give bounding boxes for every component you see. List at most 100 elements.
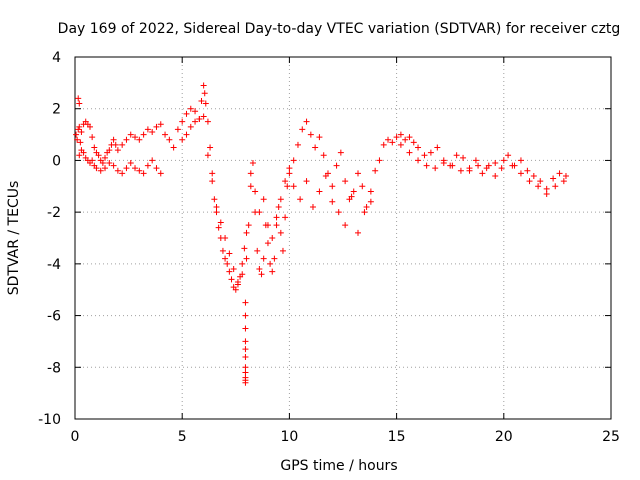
data-point	[543, 185, 550, 192]
data-point	[410, 139, 417, 146]
data-point	[372, 167, 379, 174]
data-point	[127, 131, 134, 138]
data-point	[550, 175, 557, 182]
data-point	[153, 123, 160, 130]
data-point	[144, 162, 151, 169]
data-point	[242, 369, 249, 376]
data-point	[423, 162, 430, 169]
data-point	[492, 160, 499, 167]
data-point	[275, 203, 282, 210]
data-point	[509, 162, 516, 169]
data-point	[230, 266, 237, 273]
data-point	[329, 198, 336, 205]
data-point	[483, 165, 490, 172]
data-point	[380, 141, 387, 148]
x-axis-label: GPS time / hours	[280, 458, 397, 474]
data-point	[322, 172, 329, 179]
data-point	[242, 299, 249, 306]
data-point	[303, 118, 310, 125]
data-point	[196, 116, 203, 123]
data-point	[183, 131, 190, 138]
data-series-sdtvar	[73, 82, 569, 386]
data-point	[75, 95, 82, 102]
data-point	[402, 136, 409, 143]
data-point	[242, 312, 249, 319]
data-point	[245, 222, 252, 229]
data-point	[421, 152, 428, 159]
data-point	[95, 152, 102, 159]
data-point	[204, 118, 211, 125]
data-point	[427, 149, 434, 156]
data-point	[284, 183, 291, 190]
axis-ticks: 0 5 10 15 20 25 -10 -8 -6 -4 -2 0 2 4	[38, 50, 620, 445]
data-point	[149, 128, 156, 135]
x-tick-label: 15	[388, 429, 406, 445]
data-point	[243, 229, 250, 236]
data-point	[80, 149, 87, 156]
data-point	[249, 160, 256, 167]
y-tick-label: -6	[47, 309, 61, 325]
data-point	[267, 260, 274, 267]
data-point	[479, 170, 486, 177]
data-point	[543, 191, 550, 198]
data-point	[187, 105, 194, 112]
data-point	[201, 90, 208, 97]
data-point	[290, 157, 297, 164]
data-point	[149, 157, 156, 164]
data-point	[224, 260, 231, 267]
data-point	[140, 131, 147, 138]
data-point	[363, 203, 370, 210]
data-point	[440, 160, 447, 167]
data-point	[112, 141, 119, 148]
data-point	[359, 183, 366, 190]
data-point	[498, 165, 505, 172]
data-point	[215, 224, 222, 231]
data-point	[228, 276, 235, 283]
data-point	[517, 157, 524, 164]
data-point	[219, 247, 226, 254]
data-point	[162, 131, 169, 138]
data-point	[277, 229, 284, 236]
data-point	[273, 222, 280, 229]
y-tick-label: -10	[38, 412, 61, 428]
data-point	[309, 203, 316, 210]
data-point	[348, 193, 355, 200]
data-point	[299, 126, 306, 133]
data-point	[232, 286, 239, 293]
y-tick-label: -4	[47, 257, 61, 273]
data-point	[535, 183, 542, 190]
data-point	[282, 178, 289, 185]
data-point	[226, 268, 233, 275]
data-point	[286, 170, 293, 177]
data-point	[93, 165, 100, 172]
y-axis-label: SDTVAR / TECUs	[6, 181, 22, 296]
data-point	[242, 338, 249, 345]
data-point	[153, 165, 160, 172]
grid-lines	[75, 57, 611, 419]
data-point	[303, 178, 310, 185]
data-point	[200, 82, 207, 89]
data-point	[123, 165, 130, 172]
data-point	[316, 188, 323, 195]
data-point	[355, 229, 362, 236]
data-point	[556, 170, 563, 177]
data-point	[355, 170, 362, 177]
data-point	[192, 108, 199, 115]
data-point	[114, 167, 121, 174]
y-tick-label: -8	[47, 360, 61, 376]
data-point	[260, 196, 267, 203]
x-tick-label: 0	[71, 429, 80, 445]
data-point	[99, 160, 106, 167]
data-point	[367, 198, 374, 205]
data-point	[144, 126, 151, 133]
data-point	[74, 136, 81, 143]
data-point	[397, 141, 404, 148]
plot-frame	[74, 56, 612, 420]
data-point	[110, 136, 117, 143]
data-point	[562, 172, 569, 179]
data-point	[222, 255, 229, 262]
data-point	[264, 222, 271, 229]
data-point	[87, 123, 94, 130]
data-point	[492, 172, 499, 179]
